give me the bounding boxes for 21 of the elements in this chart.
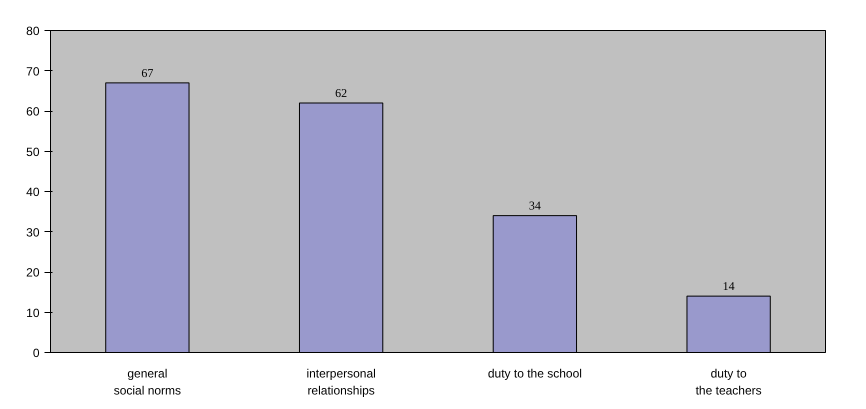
y-tick-label: 60 bbox=[26, 104, 40, 118]
x-tick-label: interpersonal relationships bbox=[306, 366, 376, 398]
bar bbox=[492, 215, 578, 352]
data-label: 67 bbox=[141, 66, 154, 80]
x-tick-label: general social norms bbox=[114, 366, 182, 398]
bar bbox=[686, 296, 771, 352]
y-tick-label: 70 bbox=[26, 64, 40, 78]
y-tick-label: 80 bbox=[26, 24, 40, 38]
bar bbox=[298, 102, 384, 352]
data-label: 14 bbox=[722, 279, 735, 294]
y-tick-label: 20 bbox=[26, 266, 40, 280]
y-tick-label: 30 bbox=[26, 225, 40, 240]
data-label: 34 bbox=[528, 198, 541, 213]
data-label: 62 bbox=[335, 86, 348, 100]
x-tick-label: duty to the teachers bbox=[696, 366, 762, 398]
y-tick-label: 0 bbox=[32, 346, 40, 360]
y-tick-label: 40 bbox=[26, 185, 40, 199]
bar bbox=[105, 82, 190, 352]
y-tick-label: 50 bbox=[26, 144, 40, 159]
y-tick-label: 10 bbox=[26, 306, 40, 320]
x-tick-label: duty to the school bbox=[488, 366, 582, 380]
